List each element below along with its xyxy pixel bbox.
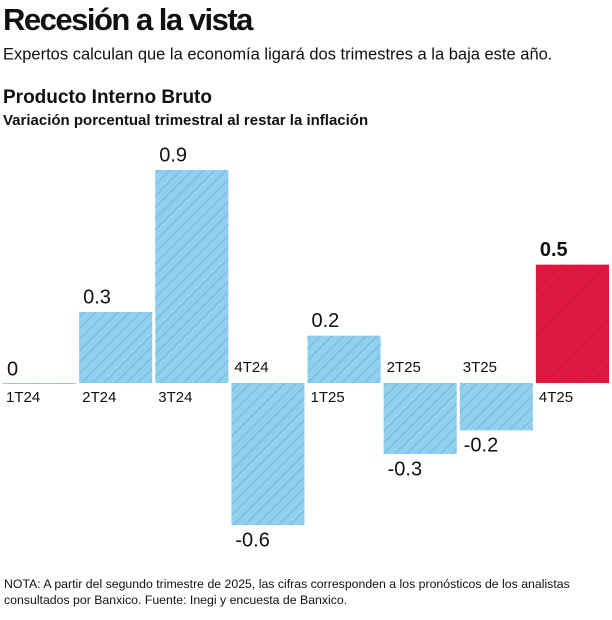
bar-hatch	[535, 264, 609, 383]
bar-hatch	[79, 312, 153, 383]
value-label: 0.3	[83, 286, 111, 308]
x-tick-label: 3T25	[463, 359, 497, 376]
value-label: 0.5	[540, 239, 568, 261]
bar-hatch	[231, 383, 305, 525]
bar-hatch	[459, 383, 533, 431]
x-tick-label: 1T24	[6, 389, 40, 406]
bar-hatch	[155, 170, 229, 383]
value-label: 0.2	[312, 310, 340, 332]
bar-hatch	[3, 383, 77, 384]
chart-title: Producto Interno Bruto	[3, 87, 212, 108]
subtitle: Expertos calculan que la economía ligará…	[3, 45, 552, 63]
x-tick-label: 4T25	[539, 389, 573, 406]
x-tick-label: 4T24	[234, 359, 268, 376]
x-tick-label: 2T24	[82, 389, 116, 406]
title: Recesión a la vista	[3, 2, 254, 37]
value-label: 0	[7, 358, 18, 380]
chart: Recesión a la vista Expertos calculan qu…	[3, 2, 609, 551]
value-label: 0.9	[159, 144, 187, 166]
bar-hatch	[307, 335, 381, 383]
value-label: -0.6	[235, 529, 269, 551]
x-tick-label: 1T25	[311, 389, 345, 406]
x-tick-label: 3T24	[158, 389, 192, 406]
value-label: -0.3	[388, 458, 422, 480]
bar-hatch	[383, 383, 457, 454]
x-tick-label: 2T25	[387, 359, 421, 376]
chart-subtitle: Variación porcentual trimestral al resta…	[3, 112, 368, 129]
value-label: -0.2	[464, 435, 498, 457]
note: NOTA: A partir del segundo trimestre de …	[4, 577, 570, 607]
